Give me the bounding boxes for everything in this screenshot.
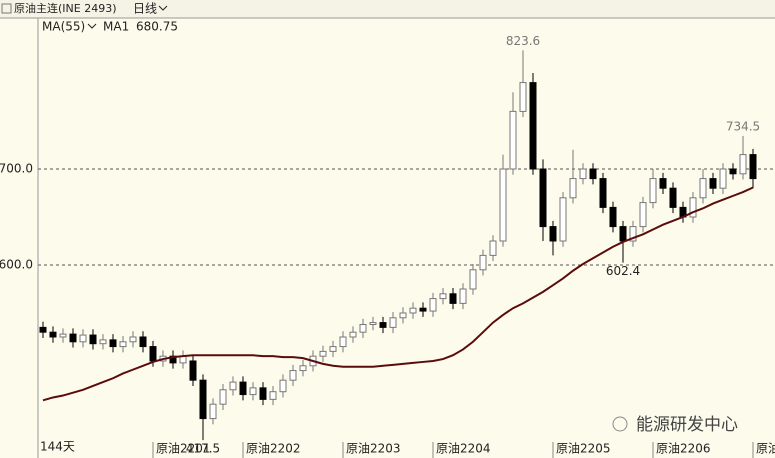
candle-body (609, 206, 617, 228)
candle-body (139, 336, 147, 348)
x-tick-label: 原油2204 (436, 442, 491, 456)
candle-body (599, 178, 607, 208)
x-tick-label: 原油2206 (656, 442, 711, 456)
top-bar (0, 0, 775, 18)
moving-average (42, 186, 754, 402)
ma-legend-value: 680.75 (136, 20, 178, 34)
candle-body (399, 312, 407, 319)
candle-body (89, 334, 97, 345)
candle-body (729, 168, 737, 175)
candle-body (79, 334, 87, 343)
candle-body (369, 322, 377, 326)
range-label: 144天 (40, 440, 75, 454)
candle-body (579, 168, 587, 180)
candle-body (459, 288, 467, 304)
candle-body (689, 197, 697, 218)
candle-body (299, 365, 307, 372)
indicator-label[interactable]: MA(55) (42, 20, 85, 34)
candle-body (219, 389, 227, 405)
candle-body (639, 202, 647, 228)
y-tick-label: 600.0 (0, 257, 33, 271)
candle-body (239, 381, 247, 396)
candle-body (349, 331, 357, 338)
extreme-label: 823.6 (506, 34, 540, 48)
extreme-label: 734.5 (726, 119, 760, 133)
contract-icon (1, 3, 12, 14)
x-tick-label: 原油2202 (246, 442, 301, 456)
candle-body (509, 110, 517, 170)
candle-body (739, 154, 747, 175)
ma-legend-name: MA1 (103, 20, 129, 34)
candle-body (669, 187, 677, 208)
candle-body (319, 350, 327, 357)
candle-body (649, 178, 657, 204)
candle-body (409, 307, 417, 314)
candle-body (389, 317, 397, 328)
candle-body (269, 391, 277, 400)
candle-body (559, 197, 567, 242)
candle-body (549, 226, 557, 242)
candle-body (379, 322, 387, 328)
candle-body (569, 178, 577, 199)
x-tick-label: 原油2205 (556, 442, 611, 456)
watermark-icon (612, 416, 628, 432)
candle-body (59, 333, 67, 338)
candle-body (619, 226, 627, 242)
candle-body (359, 324, 367, 333)
x-tick-label: 原油2201 (156, 442, 211, 456)
candle-body (339, 336, 347, 348)
candle-body (709, 178, 717, 189)
indicator-chevron[interactable] (87, 23, 97, 29)
candle-body (209, 403, 217, 420)
candle-body (129, 336, 137, 343)
extreme-label: 602.4 (606, 264, 640, 278)
candle-body (439, 293, 447, 300)
candle-body (249, 387, 257, 396)
candle-body (469, 269, 477, 290)
candle-body (199, 379, 207, 420)
candle-body (149, 346, 157, 362)
candle-body (429, 298, 437, 312)
candle-body (189, 360, 197, 381)
candle-body (529, 82, 537, 170)
candle-body (699, 178, 707, 199)
candle-body (419, 307, 427, 312)
candle-body (659, 178, 667, 189)
candle-body (99, 339, 107, 345)
candle-body (589, 168, 597, 180)
candle-body (259, 387, 267, 400)
candle-body (719, 168, 727, 189)
contract-title[interactable]: 原油主连(INE 2493) (14, 1, 117, 15)
x-tick-label: 原油2203 (346, 442, 401, 456)
candle-body (49, 331, 57, 338)
period-selector[interactable]: 日线 (133, 2, 157, 16)
period-chevron[interactable] (158, 5, 168, 11)
candle-body (39, 326, 47, 333)
watermark: 能源研发中心 (636, 415, 738, 435)
candle-body (289, 370, 297, 381)
candle-body (279, 379, 287, 393)
candle-body (449, 293, 457, 304)
candle-body (519, 82, 527, 112)
candle-body (69, 333, 77, 343)
candle-body (329, 346, 337, 352)
candle-body (489, 240, 497, 256)
extreme-label: 417.5 (186, 442, 220, 456)
candle-body (539, 168, 547, 228)
candle-body (479, 254, 487, 271)
candle-body (119, 341, 127, 348)
x-tick-label: 原油 (756, 442, 775, 456)
candle-body (629, 226, 637, 242)
candle-body (499, 168, 507, 242)
y-tick-label: 700.0 (0, 161, 33, 175)
candle-body (749, 154, 757, 180)
candle-body (229, 381, 237, 391)
candle-body (109, 339, 117, 348)
